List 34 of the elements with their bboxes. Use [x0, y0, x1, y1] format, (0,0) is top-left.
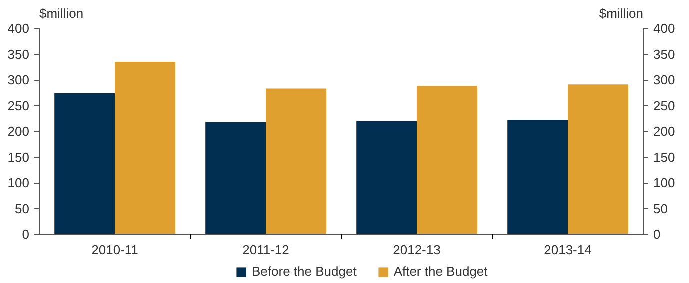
bar [508, 120, 568, 234]
y-tick-label: 400 [8, 21, 30, 36]
bar [206, 122, 266, 234]
y-tick-label: 50 [15, 201, 30, 216]
y2-tick-label: 150 [654, 150, 676, 165]
y2-tick-label: 250 [654, 98, 676, 114]
bar [115, 62, 176, 234]
y-tick-label: 200 [8, 124, 30, 139]
bar [356, 121, 417, 234]
bar [417, 86, 478, 234]
y2-axis-title: $million [599, 6, 644, 22]
legend-label: Before the Budget [252, 264, 357, 279]
x-tick-label: 2012-13 [393, 242, 441, 258]
x-tick-label: 2010-11 [92, 242, 138, 258]
x-tick-label: 2013-14 [544, 242, 592, 258]
x-tick-label: 2011-12 [242, 242, 290, 258]
y-tick-label: 300 [8, 72, 30, 88]
y-tick-label: 150 [8, 150, 30, 165]
y2-tick-label: 50 [654, 201, 668, 216]
y2-tick-label: 350 [654, 46, 676, 62]
y2-tick-label: 300 [654, 72, 676, 88]
y2-tick-label: 100 [654, 176, 676, 190]
y-tick-label: 250 [8, 98, 30, 114]
y-tick-label: 100 [8, 176, 30, 190]
bar [266, 88, 326, 234]
bar [568, 84, 628, 234]
y-axis-title: $million [40, 6, 84, 22]
y-tick-label: 350 [8, 46, 30, 62]
bar [54, 93, 115, 234]
y2-tick-label: 200 [654, 124, 676, 139]
y2-tick-label: 0 [654, 227, 661, 242]
legend-label: After the Budget [394, 264, 488, 279]
y-tick-label: 0 [22, 227, 30, 242]
y2-tick-label: 400 [654, 21, 676, 36]
